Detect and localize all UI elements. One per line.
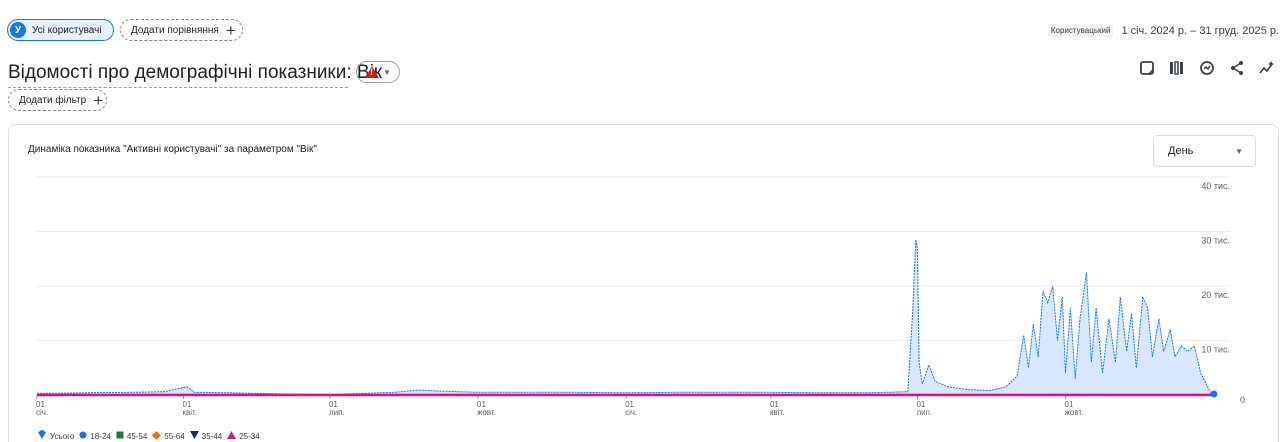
add-filter-button[interactable]: Додати фільтр +: [8, 89, 107, 111]
legend-marker-icon: [227, 431, 237, 441]
x-tick-label-month: квіт.: [182, 408, 197, 417]
legend-label: 55-64: [164, 431, 185, 441]
chevron-down-icon: ▼: [383, 67, 391, 77]
y-tick-label: 20 тис.: [1201, 290, 1230, 300]
granularity-select[interactable]: День ▼: [1153, 135, 1256, 167]
granularity-value: День: [1168, 145, 1194, 157]
y-tick-label: 0: [1240, 395, 1245, 405]
legend-item[interactable]: 25-34: [227, 431, 260, 441]
legend-item[interactable]: 45-54: [116, 431, 147, 441]
x-tick-label-month: жовт.: [477, 408, 496, 417]
date-range-picker[interactable]: Користувацький 1 січ. 2024 р. – 31 груд.…: [1047, 24, 1279, 37]
x-tick-label-day: 01: [36, 400, 45, 409]
x-tick-label-month: жовт.: [1065, 408, 1084, 417]
customize-report-icon[interactable]: [1137, 58, 1157, 78]
legend-marker-icon: [116, 431, 124, 441]
plus-icon: +: [93, 90, 104, 110]
x-tick-label-month: лип.: [329, 408, 345, 417]
date-range-tag: Користувацький: [1047, 24, 1114, 37]
report-toolbar: [1137, 58, 1277, 78]
legend-marker-icon: [189, 431, 199, 441]
legend-marker-icon: [79, 431, 87, 441]
add-comparison-button[interactable]: Додати порівняння +: [120, 19, 243, 41]
compare-columns-icon[interactable]: [1167, 58, 1187, 78]
add-comparison-label: Додати порівняння: [131, 24, 219, 36]
legend-item[interactable]: 55-64: [152, 430, 185, 442]
chart-card: [8, 124, 1279, 442]
x-tick-label-day: 01: [916, 400, 925, 409]
x-tick-label-day: 01: [1065, 400, 1074, 409]
x-tick-label-day: 01: [329, 400, 338, 409]
y-tick-label: 30 тис.: [1201, 236, 1230, 246]
x-tick-label-day: 01: [625, 400, 634, 409]
x-tick-label-month: квіт.: [770, 408, 785, 417]
warning-icon: [365, 66, 380, 78]
x-tick-label-month: січ.: [36, 408, 48, 417]
x-tick-label-day: 01: [182, 400, 191, 409]
segment-avatar: У: [10, 22, 26, 38]
legend-item[interactable]: Усього: [37, 430, 74, 442]
legend-label: 45-54: [126, 431, 148, 441]
legend-label: 35-44: [201, 431, 223, 441]
title-underline: [8, 87, 348, 88]
x-tick-label-month: лип.: [916, 408, 932, 417]
chevron-down-icon: ▼: [1235, 146, 1243, 156]
chart-title: Динаміка показника "Активні користувачі"…: [28, 144, 317, 155]
legend-label: 25-34: [239, 431, 260, 441]
x-tick-label-day: 01: [770, 400, 779, 409]
page-title: Відомості про демографічні показники: Ві…: [8, 62, 383, 83]
date-range-text: 1 січ. 2024 р. – 31 груд. 2025 р.: [1121, 24, 1279, 37]
legend-item[interactable]: 35-44: [189, 431, 223, 441]
share-icon[interactable]: [1227, 58, 1247, 78]
series-end-marker: [1210, 390, 1218, 398]
y-tick-label: 10 тис.: [1201, 345, 1230, 355]
segment-label: Усі користувачі: [32, 24, 102, 36]
x-tick-label-day: 01: [477, 400, 486, 409]
chart-legend: Усього 18-24 45-54 55-64 35-44 25-34: [37, 430, 260, 442]
segment-all-users[interactable]: У Усі користувачі: [7, 19, 114, 41]
add-filter-label: Додати фільтр: [19, 94, 87, 106]
y-tick-label: 40 тис.: [1201, 181, 1230, 191]
anomaly-icon[interactable]: [1257, 58, 1277, 78]
legend-label: Усього: [50, 431, 75, 441]
x-tick-label-month: січ.: [625, 408, 637, 417]
legend-label: 18-24: [90, 431, 111, 441]
plus-icon: +: [225, 20, 236, 40]
legend-marker-icon: [37, 430, 47, 442]
insights-icon[interactable]: [1197, 58, 1217, 78]
series-total-line: [36, 239, 1213, 396]
warning-dropdown[interactable]: ▼: [356, 61, 400, 83]
legend-marker-icon: [152, 430, 162, 442]
series-total-area: [37, 239, 1212, 395]
legend-item[interactable]: 18-24: [79, 431, 111, 441]
